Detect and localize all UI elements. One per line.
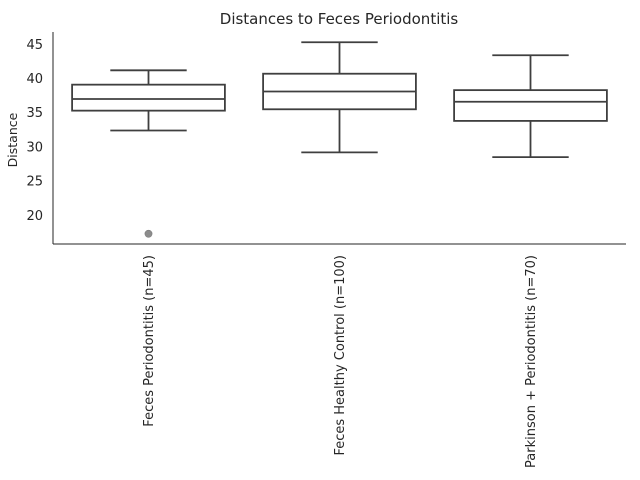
x-tick-label: Feces Periodontitis (n=45) [142, 255, 157, 427]
y-tick-label: 40 [26, 72, 43, 87]
y-tick-label: 20 [26, 209, 43, 224]
y-tick-label: 30 [26, 140, 43, 155]
box-iqr [71, 83, 226, 112]
outlier-point [144, 229, 153, 238]
x-tick-label: Parkinson + Periodontitis (n=70) [524, 255, 539, 468]
y-tick-label: 25 [26, 175, 43, 190]
plot-area: 20 25 30 35 40 45 Feces Periodontitis (n=45) Fe… [26, 32, 626, 468]
chart-title: Distances to Feces Periodontitis [220, 10, 459, 28]
x-tick-label: Feces Healthy Control (n=100) [333, 255, 348, 456]
box-iqr [453, 89, 608, 122]
y-tick-label: 35 [26, 106, 43, 121]
y-tick-label: 45 [26, 38, 43, 53]
y-axis-label: Distance [5, 112, 20, 167]
